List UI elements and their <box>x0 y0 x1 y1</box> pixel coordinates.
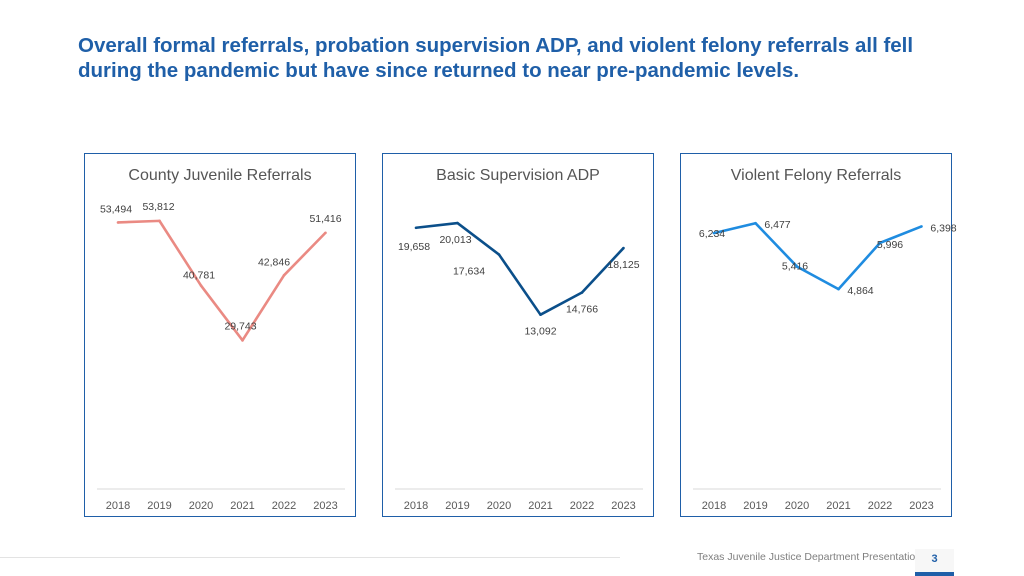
x-tick-label: 2018 <box>702 500 726 512</box>
chart-svg: County Juvenile Referrals 2018 2019 2020 202… <box>97 167 345 512</box>
slide-title-line-1: Overall formal referrals, probation supe… <box>78 34 914 57</box>
data-label: 6,477 <box>764 219 790 231</box>
data-point <box>580 291 584 294</box>
data-label: 14,766 <box>566 304 598 316</box>
chart-svg: Basic Supervision ADP 2018 2019 2020 2021 202… <box>395 167 643 512</box>
data-label: 40,781 <box>183 270 215 282</box>
chart-svg: Violent Felony Referrals 2018 2019 2020 2021… <box>693 167 957 512</box>
x-tick-label: 2020 <box>189 500 213 512</box>
data-point <box>414 226 418 230</box>
x-tick-label: 2021 <box>230 500 254 512</box>
data-point <box>712 231 716 235</box>
footer-divider <box>0 557 620 558</box>
x-tick-label: 2018 <box>404 500 428 512</box>
data-label: 6,234 <box>699 228 725 240</box>
chart-title: County Juvenile Referrals <box>128 167 311 184</box>
data-point <box>456 221 459 225</box>
data-label: 19,658 <box>398 241 430 253</box>
x-tick-label: 2019 <box>743 500 767 512</box>
data-point <box>878 241 882 245</box>
data-point <box>795 265 799 268</box>
page-number: 3 <box>915 549 954 576</box>
data-label: 6,398 <box>930 222 956 234</box>
data-label: 17,634 <box>453 266 485 278</box>
slide-title-line-2: during the pandemic but have since retur… <box>78 59 800 82</box>
data-label: 20,013 <box>439 234 471 246</box>
series-line <box>415 221 625 316</box>
data-point <box>282 274 286 277</box>
x-tick-label: 2023 <box>909 500 933 512</box>
data-point <box>622 246 625 250</box>
data-label: 13,092 <box>524 326 556 338</box>
data-label: 51,416 <box>309 213 341 225</box>
x-tick-label: 2019 <box>445 500 469 512</box>
data-label: 4,864 <box>847 285 873 297</box>
footer-text: Texas Juvenile Justice Department Presen… <box>697 551 922 563</box>
x-tick-label: 2021 <box>826 500 850 512</box>
x-tick-label: 2022 <box>868 500 892 512</box>
x-tick-label: 2019 <box>147 500 171 512</box>
x-tick-label: 2020 <box>785 500 809 512</box>
x-tick-label: 2023 <box>313 500 337 512</box>
data-point <box>539 313 542 316</box>
data-point <box>199 284 203 287</box>
data-point <box>324 231 327 235</box>
data-point <box>497 253 501 256</box>
data-label: 53,812 <box>142 201 174 213</box>
data-point <box>920 225 923 228</box>
slide-title: Overall formal referrals, probation supe… <box>78 33 958 83</box>
chart-county-juvenile-referrals: County Juvenile Referrals 2018 2019 2020 202… <box>84 153 356 517</box>
series-line <box>117 219 327 342</box>
x-tick-label: 2020 <box>487 500 511 512</box>
series-line <box>713 221 922 291</box>
x-tick-label: 2021 <box>528 500 552 512</box>
x-tick-label: 2022 <box>570 500 594 512</box>
x-tick-label: 2023 <box>611 500 635 512</box>
chart-violent-felony-referrals: Violent Felony Referrals 2018 2019 2020 2021… <box>680 153 957 517</box>
x-tick-label: 2022 <box>272 500 296 512</box>
data-point <box>754 221 757 225</box>
data-label: 5,416 <box>782 261 808 273</box>
data-point <box>241 339 244 342</box>
chart-title: Violent Felony Referrals <box>731 167 901 184</box>
data-label: 53,494 <box>100 203 132 215</box>
data-point <box>158 219 161 223</box>
x-tick-label: 2018 <box>106 500 130 512</box>
data-label: 29,743 <box>224 320 256 332</box>
data-label: 18,125 <box>607 259 639 271</box>
data-label: 42,846 <box>258 256 290 268</box>
data-label: 5,996 <box>877 239 903 251</box>
chart-basic-supervision-adp: Basic Supervision ADP 2018 2019 2020 2021 202… <box>382 153 654 517</box>
chart-title: Basic Supervision ADP <box>436 167 600 184</box>
data-point <box>116 221 120 224</box>
data-point <box>837 287 840 291</box>
